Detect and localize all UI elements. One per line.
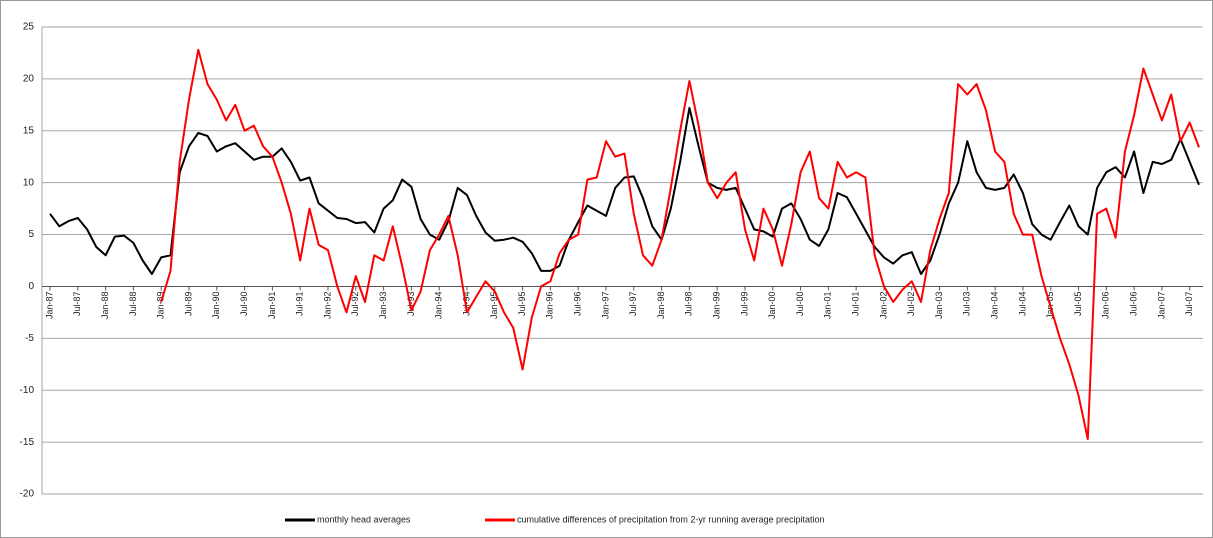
x-tick-label: Jan-07	[1156, 291, 1166, 319]
x-tick-label: Jul-87	[72, 291, 82, 316]
x-axis: Jan-87 Jul-87 Jan-88 Jul-88 Jan-89 Jul-89 Jan-…	[44, 286, 1194, 319]
x-tick-label: Jul-98	[684, 291, 694, 316]
legend-label: monthly head averages	[317, 514, 411, 524]
x-tick-label: Jul-02	[906, 291, 916, 316]
x-tick-label: Jan-91	[267, 291, 277, 319]
series-line	[160, 48, 1200, 440]
x-tick-label: Jan-94	[434, 291, 444, 319]
x-tick-label: Jan-92	[322, 291, 332, 319]
y-tick-label: -20	[20, 489, 35, 500]
y-tick-label: 5	[28, 229, 34, 240]
x-tick-label: Jan-93	[378, 291, 388, 319]
x-tick-label: Jan-04	[990, 291, 1000, 319]
x-tick-label: Jul-92	[350, 291, 360, 316]
x-tick-label: Jul-04	[1017, 291, 1027, 316]
y-tick-label: -15	[20, 437, 35, 448]
x-tick-label: Jan-06	[1101, 291, 1111, 319]
x-tick-label: Jan-87	[44, 291, 54, 319]
x-tick-label: Jan-01	[823, 291, 833, 319]
y-tick-label: 15	[23, 125, 35, 136]
x-tick-label: Jul-01	[851, 291, 861, 316]
x-tick-label: Jul-97	[628, 291, 638, 316]
x-tick-label: Jul-03	[962, 291, 972, 316]
plot	[49, 48, 1200, 440]
x-tick-label: Jan-88	[100, 291, 110, 319]
legend: monthly head averages cumulative differen…	[285, 514, 825, 524]
x-tick-label: Jan-00	[767, 291, 777, 319]
x-tick-label: Jul-96	[573, 291, 583, 316]
y-tick-label: -5	[25, 333, 34, 344]
x-tick-label: Jul-00	[795, 291, 805, 316]
x-tick-label: Jan-97	[600, 291, 610, 319]
y-tick-label: 10	[23, 177, 35, 188]
y-tick-label: 0	[28, 281, 34, 292]
legend-label: cumulative differences of precipitation …	[517, 514, 825, 524]
x-tick-label: Jul-05	[1073, 291, 1083, 316]
x-tick-label: Jul-99	[739, 291, 749, 316]
x-tick-label: Jan-99	[712, 291, 722, 319]
grid: -20 -15 -10 -5 0 5 10 15 20 25	[20, 22, 1203, 500]
x-tick-label: Jan-89	[156, 291, 166, 319]
x-tick-label: Jan-02	[878, 291, 888, 319]
y-tick-label: 25	[23, 22, 35, 33]
x-tick-label: Jul-06	[1129, 291, 1139, 316]
x-tick-label: Jul-89	[183, 291, 193, 316]
x-tick-label: Jul-88	[128, 291, 138, 316]
x-tick-label: Jul-95	[517, 291, 527, 316]
x-tick-label: Jul-07	[1184, 291, 1194, 316]
y-tick-label: -10	[20, 385, 35, 396]
x-tick-label: Jan-98	[656, 291, 666, 319]
x-tick-label: Jul-90	[239, 291, 249, 316]
x-tick-label: Jan-95	[489, 291, 499, 319]
x-tick-label: Jan-96	[545, 291, 555, 319]
y-tick-label: 20	[23, 74, 35, 85]
x-tick-label: Jan-03	[934, 291, 944, 319]
x-tick-label: Jan-90	[211, 291, 221, 319]
x-tick-label: Jul-91	[295, 291, 305, 316]
